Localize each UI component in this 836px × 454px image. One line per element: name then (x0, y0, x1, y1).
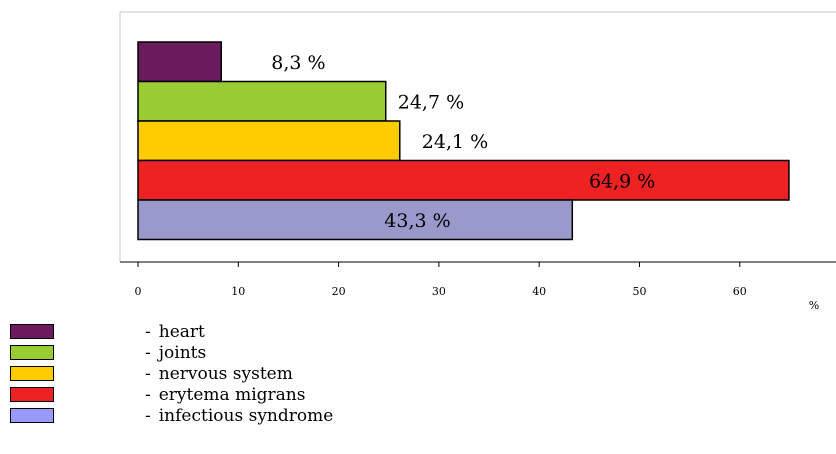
bar-infectious-syndrome (137, 199, 574, 241)
x-tick-label: 30 (432, 285, 446, 298)
legend-dash: - (145, 406, 151, 426)
legend-label-nervous-system: nervous system (158, 364, 293, 384)
x-tick-label: 20 (332, 285, 346, 298)
x-tick-label: 50 (633, 285, 647, 298)
legend-dash: - (145, 322, 151, 342)
bar-heart (137, 41, 222, 83)
legend-dash: - (145, 364, 151, 384)
legend-swatch-infectious-syndrome (10, 408, 54, 423)
x-tick-label: 0 (135, 285, 142, 298)
x-axis: 0 10 20 30 40 50 60% (135, 262, 819, 312)
x-axis-unit: % (809, 299, 819, 312)
x-tick-label: 60 (733, 285, 747, 298)
x-tick-label: 40 (532, 285, 546, 298)
legend-label-joints: joints (158, 343, 207, 363)
legend-dash: - (145, 385, 151, 405)
data-label-joints: 24,7 % (398, 91, 464, 113)
legend-swatch-joints (10, 345, 54, 360)
legend-swatch-erytema-migrans (10, 387, 54, 402)
bar-nervous-system (137, 120, 401, 162)
data-labels: 8,3 % 24,7 % 24,1 % 64,9 % 43,3 % (271, 52, 655, 232)
bar-joints (137, 80, 387, 122)
bar-chart: 8,3 % 24,7 % 24,1 % 64,9 % 43,3 % 0 10 20 30 40 5… (119, 11, 836, 312)
x-tick-label: 10 (231, 285, 245, 298)
bars (137, 41, 790, 241)
legend-label-erytema-migrans: erytema migrans (158, 385, 306, 405)
data-label-erytema-migrans: 64,9 % (589, 170, 655, 192)
legend-swatch-nervous-system (10, 366, 54, 381)
legend-dash: - (145, 343, 151, 363)
legend-label-heart: heart (158, 322, 205, 342)
data-label-infectious-syndrome: 43,3 % (384, 210, 450, 232)
legend-swatch-heart (10, 324, 54, 339)
data-label-nervous-system: 24,1 % (422, 131, 488, 153)
legend-label-infectious-syndrome: infectious syndrome (158, 406, 334, 426)
bar-erytema-migrans (137, 159, 790, 201)
data-label-heart: 8,3 % (271, 52, 325, 74)
